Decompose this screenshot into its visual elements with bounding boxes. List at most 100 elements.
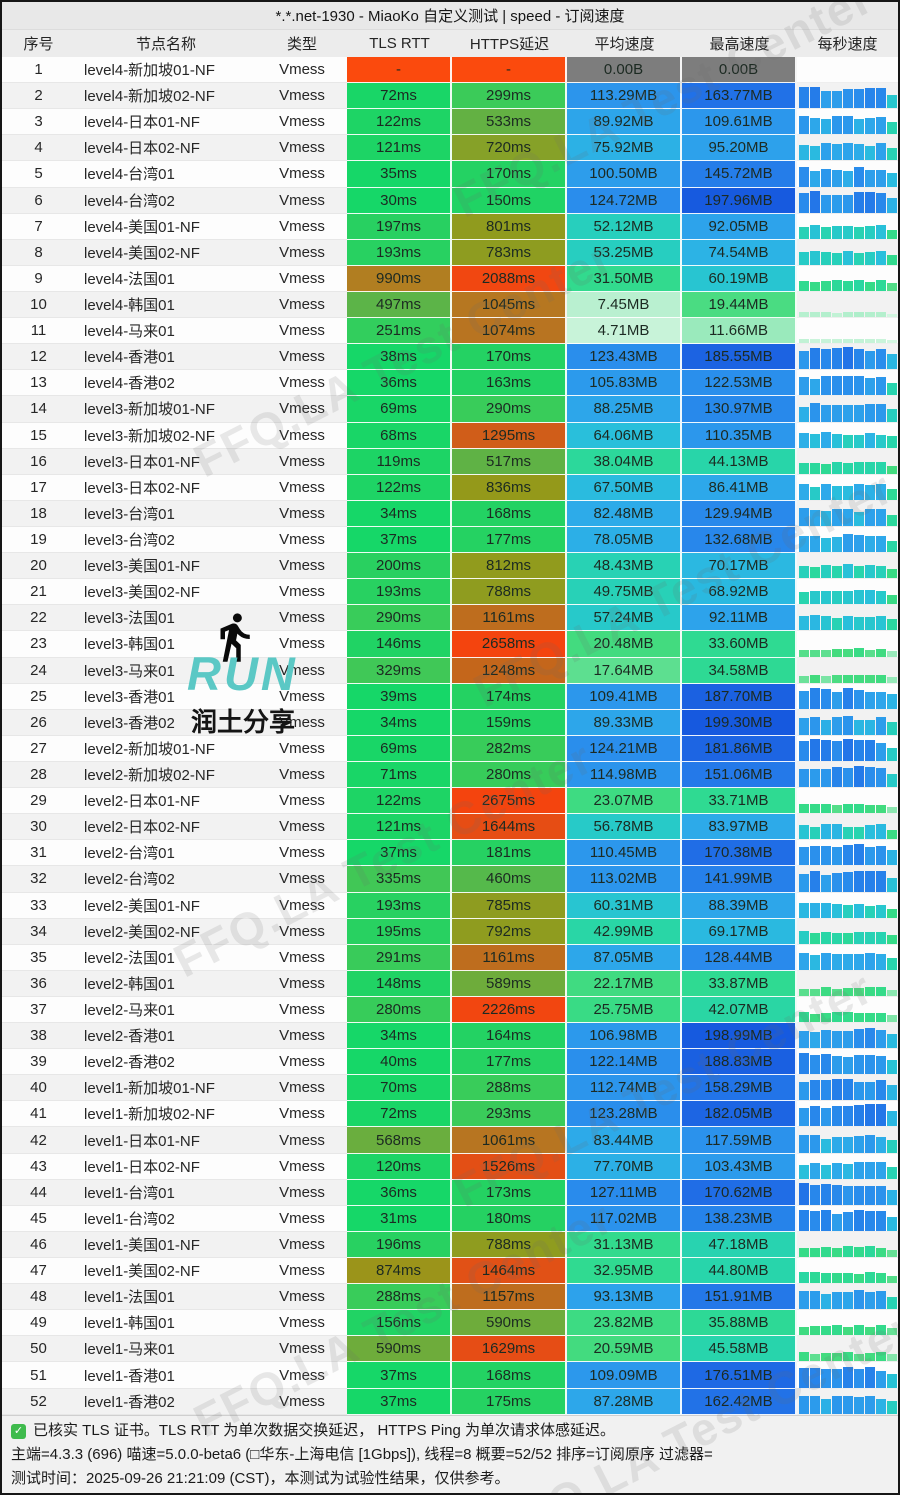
avg-speed-cell: 64.06MB: [567, 422, 682, 449]
table-row: 50 level1-马来01 Vmess 590ms 1629ms 20.59MB 45.5…: [2, 1336, 898, 1363]
https-latency-cell: 2088ms: [452, 265, 567, 292]
speed-chart: [797, 970, 898, 997]
speed-chart-bar: [886, 1111, 897, 1127]
node-type: Vmess: [257, 1153, 347, 1180]
avg-speed-cell: 77.70MB: [567, 1153, 682, 1180]
speed-chart-bar: [798, 462, 809, 474]
speed-chart-bar: [831, 740, 842, 761]
node-type: Vmess: [257, 161, 347, 188]
node-name: level2-日本01-NF: [75, 788, 257, 815]
https-latency-cell: 785ms: [452, 892, 567, 919]
speed-chart-bar: [853, 252, 864, 265]
speed-chart-bar: [875, 986, 886, 996]
speed-chart-bar: [831, 618, 842, 631]
speed-chart-bar: [853, 191, 864, 213]
speed-chart-bar: [875, 483, 886, 500]
speed-chart-bar: [798, 1272, 809, 1284]
speed-chart-bar: [875, 250, 886, 265]
max-speed-cell: 117.59MB: [682, 1127, 797, 1154]
https-latency-cell: 280ms: [452, 761, 567, 789]
https-latency-cell: 293ms: [452, 1101, 567, 1128]
speed-chart-bar: [798, 351, 809, 370]
speed-chart-bar: [831, 903, 842, 918]
speed-chart: [797, 1284, 898, 1311]
tls-rtt-cell: 122ms: [347, 109, 452, 136]
node-type: Vmess: [257, 1231, 347, 1259]
row-index: 40: [2, 1075, 75, 1102]
https-latency-cell: 788ms: [452, 1231, 567, 1259]
table-row: 8 level4-美国02-NF Vmess 193ms 783ms 53.25MB 74.…: [2, 239, 898, 266]
table-row: 30 level2-日本02-NF Vmess 121ms 1644ms 56.78MB 8…: [2, 814, 898, 841]
node-type: Vmess: [257, 1284, 347, 1311]
speed-chart-bar: [831, 1368, 842, 1388]
speed-chart-bar: [875, 1104, 886, 1127]
row-index: 12: [2, 344, 75, 371]
speed-chart-bar: [798, 1209, 809, 1231]
speed-chart-bar: [798, 592, 809, 605]
max-speed-cell: 188.83MB: [682, 1049, 797, 1076]
speed-chart-bar: [875, 1056, 886, 1075]
speed-chart: [797, 1127, 898, 1154]
speed-chart-bar: [820, 986, 831, 996]
speed-chart-bar: [820, 565, 831, 579]
speed-chart-bar: [798, 675, 809, 683]
https-latency-cell: 460ms: [452, 866, 567, 893]
speed-chart-bar: [853, 931, 864, 944]
tls-rtt-cell: 290ms: [347, 605, 452, 632]
table-row: 6 level4-台湾02 Vmess 30ms 150ms 124.72MB 197.96…: [2, 187, 898, 214]
speed-chart-bar: [809, 281, 820, 291]
row-index: 17: [2, 474, 75, 501]
max-speed-cell: 141.99MB: [682, 866, 797, 893]
tls-rtt-cell: 71ms: [347, 761, 452, 789]
table-row: 31 level2-台湾01 Vmess 37ms 181ms 110.45MB 170.3…: [2, 840, 898, 867]
speed-chart-bar: [798, 1031, 809, 1049]
speed-chart-bar: [831, 1012, 842, 1023]
speed-chart-bar: [820, 1273, 831, 1284]
speed-chart-bar: [853, 144, 864, 161]
avg-speed-cell: 106.98MB: [567, 1023, 682, 1050]
max-speed-cell: 151.91MB: [682, 1284, 797, 1311]
tls-rtt-cell: 38ms: [347, 344, 452, 371]
node-type: Vmess: [257, 500, 347, 527]
speed-chart-bar: [831, 1031, 842, 1049]
speed-chart-bar: [842, 194, 853, 213]
speed-chart-bar: [853, 1029, 864, 1049]
col-header-max-speed: 最高速度: [709, 36, 770, 53]
speed-chart-bar: [842, 1136, 853, 1153]
tls-rtt-cell: 37ms: [347, 1362, 452, 1389]
speed-chart-bar: [864, 88, 875, 109]
max-speed-cell: 132.68MB: [682, 526, 797, 554]
max-speed-cell: 162.42MB: [682, 1388, 797, 1415]
speed-chart-bar: [820, 349, 831, 370]
speed-chart-bar: [831, 1353, 842, 1362]
row-index: 30: [2, 814, 75, 841]
speed-chart-bar: [831, 1325, 842, 1336]
speed-chart-bar: [809, 567, 820, 579]
speed-chart-bar: [831, 91, 842, 109]
speed-chart-bar: [820, 1247, 831, 1258]
tls-rtt-cell: 197ms: [347, 213, 452, 240]
col-header-per-second-speed: 每秒速度: [817, 36, 878, 53]
node-name: level4-香港01: [75, 344, 257, 371]
speed-chart-bar: [864, 1366, 875, 1388]
speed-chart-bar: [864, 931, 875, 944]
speed-chart-bar: [831, 313, 842, 318]
max-speed-cell: 176.51MB: [682, 1362, 797, 1389]
speed-chart-bar: [820, 1054, 831, 1075]
speed-chart-bar: [886, 1400, 897, 1414]
node-name: level4-韩国01: [75, 291, 257, 319]
speed-chart-bar: [886, 1034, 897, 1049]
tls-rtt-cell: 196ms: [347, 1231, 452, 1259]
speed-chart: [797, 448, 898, 475]
speed-chart-bar: [886, 747, 897, 761]
table-row: 9 level4-法国01 Vmess 990ms 2088ms 31.50MB 60.19…: [2, 265, 898, 292]
speed-chart-bar: [798, 740, 809, 761]
speed-chart-bar: [853, 647, 864, 657]
speed-chart-bar: [842, 827, 853, 840]
speed-chart-bar: [853, 461, 864, 474]
table-row: 21 level3-美国02-NF Vmess 193ms 788ms 49.75MB 68…: [2, 579, 898, 606]
avg-speed-cell: 113.29MB: [567, 83, 682, 110]
speed-chart-bar: [842, 987, 853, 996]
table-row: 42 level1-日本01-NF Vmess 568ms 1061ms 83.44MB 1…: [2, 1127, 898, 1154]
speed-chart-bar: [864, 191, 875, 213]
